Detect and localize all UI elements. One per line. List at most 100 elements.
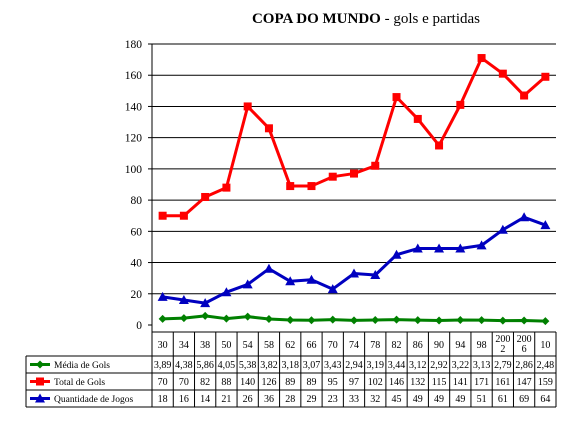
data-point — [178, 295, 189, 305]
x-tick-label: 98 — [477, 340, 487, 351]
data-point — [157, 291, 168, 301]
series-line — [162, 215, 546, 305]
data-label: 2,92 — [430, 360, 448, 371]
x-tick-label: 86 — [413, 340, 423, 351]
data-point — [328, 315, 337, 324]
data-label: 2,86 — [515, 360, 533, 371]
title-separator: - — [381, 11, 394, 27]
data-label: 36 — [264, 394, 274, 405]
data-label: 45 — [392, 394, 402, 405]
data-point — [434, 243, 445, 253]
y-tick-label: 20 — [131, 289, 143, 301]
data-point — [498, 69, 507, 78]
data-point — [520, 91, 529, 100]
data-point — [435, 316, 444, 325]
data-point — [519, 212, 530, 222]
y-tick-label: 60 — [131, 226, 143, 238]
data-label: 3,12 — [409, 360, 427, 371]
x-tick-label: 82 — [392, 340, 402, 351]
data-label: 89 — [285, 377, 295, 388]
data-label: 5,86 — [196, 360, 214, 371]
x-tick-label: 2 — [500, 344, 505, 355]
data-point — [477, 316, 486, 325]
data-label: 3,44 — [388, 360, 406, 371]
x-tick-label: 38 — [200, 340, 210, 351]
data-label: 49 — [434, 394, 444, 405]
y-axis: 0 20 40 60 80 100 120 140 160 180 — [125, 39, 153, 332]
x-tick-label: 90 — [434, 340, 444, 351]
data-label: 3,19 — [367, 360, 385, 371]
data-point — [456, 315, 465, 324]
data-label: 126 — [261, 377, 276, 388]
data-label: 16 — [179, 394, 189, 405]
data-label: 23 — [328, 394, 338, 405]
data-label: 21 — [221, 394, 231, 405]
data-point — [328, 172, 337, 181]
data-point — [263, 263, 274, 273]
data-label: 141 — [453, 377, 468, 388]
x-tick-label: 30 — [158, 340, 168, 351]
data-point — [179, 211, 188, 220]
data-label: 146 — [389, 377, 404, 388]
legend-marker — [36, 360, 44, 369]
data-label: 49 — [413, 394, 423, 405]
data-point — [243, 102, 252, 111]
x-tick-label: 94 — [455, 340, 465, 351]
data-label: 32 — [370, 394, 380, 405]
legend-entry: Quantidade de Jogos — [54, 395, 133, 405]
data-point — [435, 141, 444, 150]
data-label: 3,22 — [452, 360, 470, 371]
y-tick-label: 0 — [136, 320, 142, 332]
data-label: 14 — [200, 394, 210, 405]
x-tick-label: 10 — [540, 340, 550, 351]
data-label: 26 — [243, 394, 253, 405]
data-label: 147 — [517, 377, 532, 388]
x-tick-label: 66 — [306, 340, 316, 351]
grid — [152, 43, 556, 295]
series — [158, 311, 550, 326]
data-point — [456, 100, 465, 109]
legend-marker — [35, 393, 45, 403]
data-point — [286, 182, 295, 191]
data-label: 5,38 — [239, 360, 257, 371]
x-tick-label: 50 — [221, 340, 231, 351]
data-label: 64 — [540, 394, 550, 405]
data-label: 33 — [349, 394, 359, 405]
series-line — [162, 56, 547, 218]
data-label: 132 — [410, 377, 425, 388]
data-label: 140 — [240, 377, 255, 388]
data-point — [285, 276, 296, 286]
data-label: 115 — [432, 377, 447, 388]
data-label: 3,82 — [260, 360, 278, 371]
data-point — [392, 93, 401, 102]
data-label: 171 — [474, 377, 489, 388]
x-tick-label: 74 — [349, 340, 359, 351]
data-point — [264, 315, 273, 324]
y-tick-label: 180 — [125, 39, 143, 51]
legend-entry: Total de Gols — [54, 378, 105, 388]
y-tick-label: 100 — [125, 164, 143, 176]
data-point — [371, 316, 380, 325]
data-label: 28 — [285, 394, 295, 405]
data-point — [349, 268, 359, 278]
chart-title-line: COPA DO MUNDO - gols e partidas — [252, 11, 480, 27]
data-point — [455, 243, 466, 253]
data-point — [243, 312, 252, 321]
data-point — [413, 114, 422, 123]
data-label: 70 — [179, 377, 189, 388]
y-tick-label: 120 — [125, 133, 143, 145]
data-point — [477, 54, 486, 63]
data-label: 3,18 — [281, 360, 299, 371]
data-point — [222, 314, 231, 323]
data-point — [306, 274, 317, 284]
data-point — [498, 316, 507, 325]
data-table: 30 34 38 50 54 58 62 66 70 74 78 82 86 90 94 9820022006… — [25, 325, 557, 408]
data-point — [222, 183, 231, 192]
data-label: 29 — [306, 394, 316, 405]
x-tick-label: 34 — [179, 340, 189, 351]
data-point — [350, 316, 358, 325]
data-point — [540, 220, 551, 230]
data-point — [307, 182, 316, 191]
data-label: 3,89 — [154, 360, 172, 371]
